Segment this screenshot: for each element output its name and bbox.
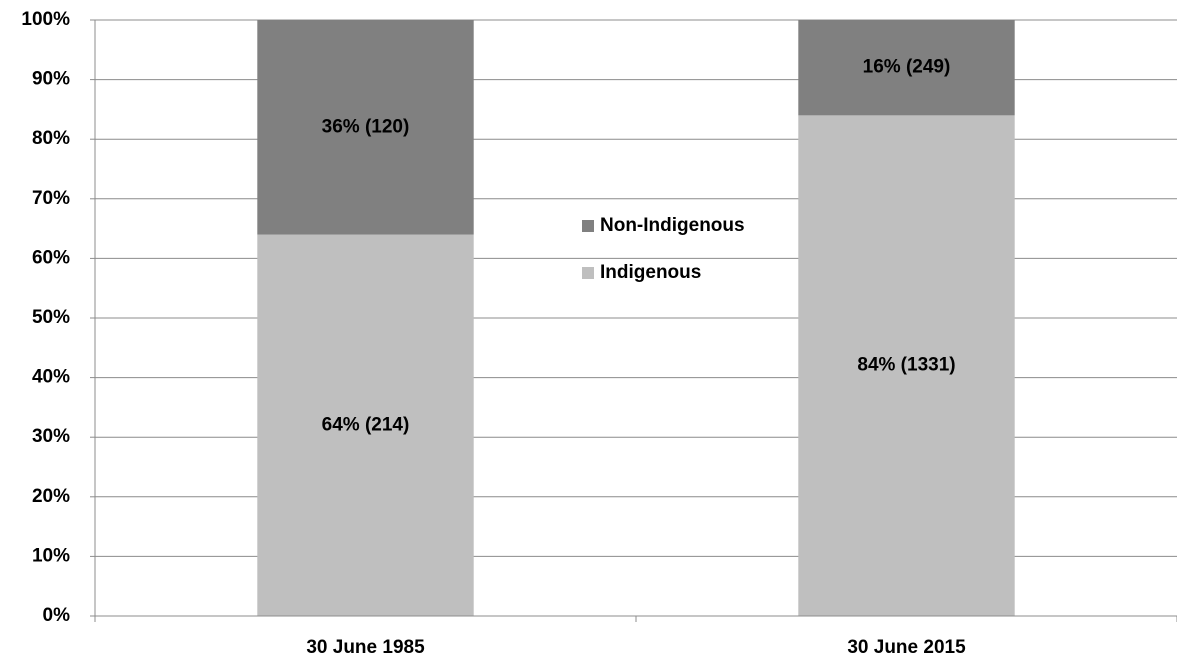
y-tick-label: 70%	[32, 188, 70, 209]
data-label: 16% (249)	[863, 57, 951, 78]
y-tick-label: 50%	[32, 307, 70, 328]
x-tick-label: 30 June 1985	[306, 637, 425, 658]
data-label: 36% (120)	[322, 116, 410, 137]
y-tick-label: 10%	[32, 545, 70, 566]
legend-swatch	[582, 267, 594, 279]
y-tick-label: 90%	[32, 69, 70, 90]
bar-segment	[257, 234, 474, 616]
y-tick-label: 20%	[32, 486, 70, 507]
data-label: 64% (214)	[322, 414, 410, 435]
legend-label: Non-Indigenous	[600, 215, 745, 236]
y-tick-label: 0%	[43, 605, 71, 626]
data-label: 84% (1331)	[857, 355, 955, 376]
y-tick-label: 40%	[32, 367, 70, 388]
y-tick-label: 60%	[32, 247, 70, 268]
bar-segment	[798, 115, 1015, 617]
bar-segment	[798, 20, 1015, 116]
bar-segment	[257, 20, 474, 235]
y-tick-label: 30%	[32, 426, 70, 447]
legend-label: Indigenous	[600, 262, 701, 283]
legend-swatch	[582, 220, 594, 232]
x-tick-label: 30 June 2015	[847, 637, 966, 658]
y-tick-label: 100%	[21, 9, 70, 30]
y-tick-label: 80%	[32, 128, 70, 149]
